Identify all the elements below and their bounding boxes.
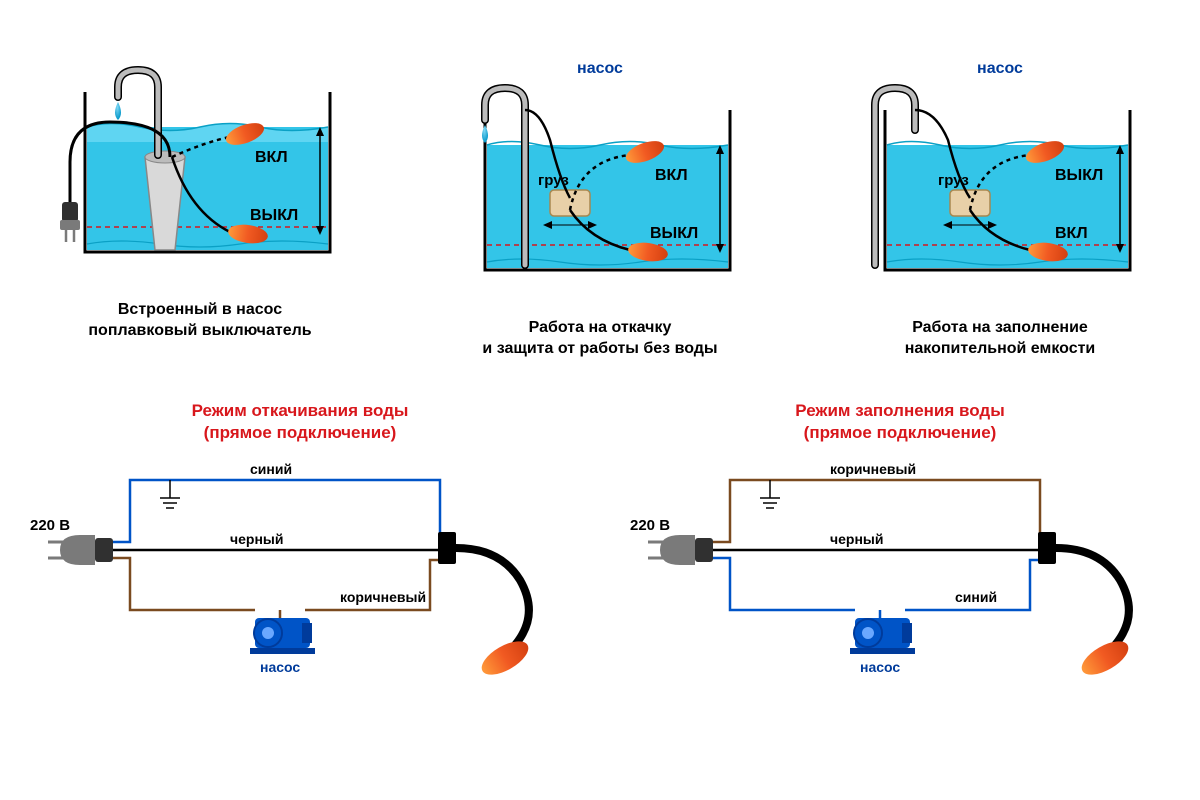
wire-bot-left	[713, 558, 855, 610]
label-off: ВКЛ	[1055, 225, 1088, 242]
label-on: ВКЛ	[255, 149, 288, 166]
title-line: Режим откачивания воды	[192, 401, 409, 420]
tank-svg-builtin: ВКЛ ВЫКЛ	[30, 62, 370, 292]
wire-bot-left	[113, 558, 255, 610]
tank-fill: насос	[810, 60, 1190, 380]
caption-line: и защита от работы без воды	[482, 340, 717, 357]
wiring-fillmode: Режим заполнения воды (прямое подключени…	[620, 400, 1180, 780]
caption-line: Работа на откачку	[529, 319, 672, 336]
wire-label-top: синий	[250, 461, 292, 477]
wire-label-mid: черный	[830, 531, 883, 547]
wiring-pumpout: Режим откачивания воды (прямое подключен…	[20, 400, 580, 780]
label-on: ВКЛ	[655, 167, 688, 184]
pump-label: насос	[977, 60, 1023, 78]
pump-text: насос	[260, 659, 300, 675]
wiring-row: Режим откачивания воды (прямое подключен…	[0, 400, 1200, 780]
caption-line: Встроенный в насос	[118, 301, 282, 318]
tank-builtin: ВКЛ ВЫКЛ Встроенный в насос поплавковый …	[10, 60, 390, 380]
label-off: ВЫКЛ	[250, 207, 298, 224]
wire-label-bot: синий	[955, 589, 997, 605]
caption-line: Работа на заполнение	[912, 319, 1088, 336]
title-line: (прямое подключение)	[204, 423, 397, 442]
pump-label: насос	[577, 60, 623, 78]
wire-label-mid: черный	[230, 531, 283, 547]
title-line: Режим заполнения воды	[795, 401, 1004, 420]
voltage-label: 220 В	[30, 517, 70, 534]
float-cable	[1056, 548, 1129, 645]
pump-icon	[250, 610, 315, 654]
tank-caption: Встроенный в насос поплавковый выключате…	[88, 300, 311, 342]
voltage-label: 220 В	[630, 517, 670, 534]
wiring-svg-fillmode: 220 В коричневый черный синий н	[620, 450, 1180, 710]
tank-svg-drain: груз ВКЛ ВЫКЛ	[430, 80, 770, 310]
tank-drain: насос	[410, 60, 790, 380]
tank-svg-fill: груз ВЫКЛ ВКЛ	[830, 80, 1170, 310]
tank-caption: Работа на откачку и защита от работы без…	[482, 318, 717, 360]
plug-icon	[48, 535, 113, 565]
wire-label-bot: коричневый	[340, 589, 426, 605]
float-icon	[1076, 635, 1133, 682]
tank-caption: Работа на заполнение накопительной емкос…	[905, 318, 1096, 360]
caption-line: поплавковый выключатель	[88, 322, 311, 339]
title-line: (прямое подключение)	[804, 423, 997, 442]
weight-label: груз	[538, 172, 569, 189]
mode-title: Режим заполнения воды (прямое подключени…	[795, 400, 1004, 444]
weight-label: груз	[938, 172, 969, 189]
caption-line: накопительной емкости	[905, 340, 1096, 357]
label-off: ВЫКЛ	[650, 225, 698, 242]
wire-label-top: коричневый	[830, 461, 916, 477]
pump-text: насос	[860, 659, 900, 675]
label-on: ВЫКЛ	[1055, 167, 1103, 184]
wiring-svg-pumpout: 220 В синий черный коричневый	[20, 450, 580, 710]
tanks-row: ВКЛ ВЫКЛ Встроенный в насос поплавковый …	[0, 60, 1200, 380]
float-icon	[476, 635, 533, 682]
float-cable	[456, 548, 529, 645]
mode-title: Режим откачивания воды (прямое подключен…	[192, 400, 409, 444]
pump-icon	[850, 610, 915, 654]
plug-icon	[648, 535, 713, 565]
